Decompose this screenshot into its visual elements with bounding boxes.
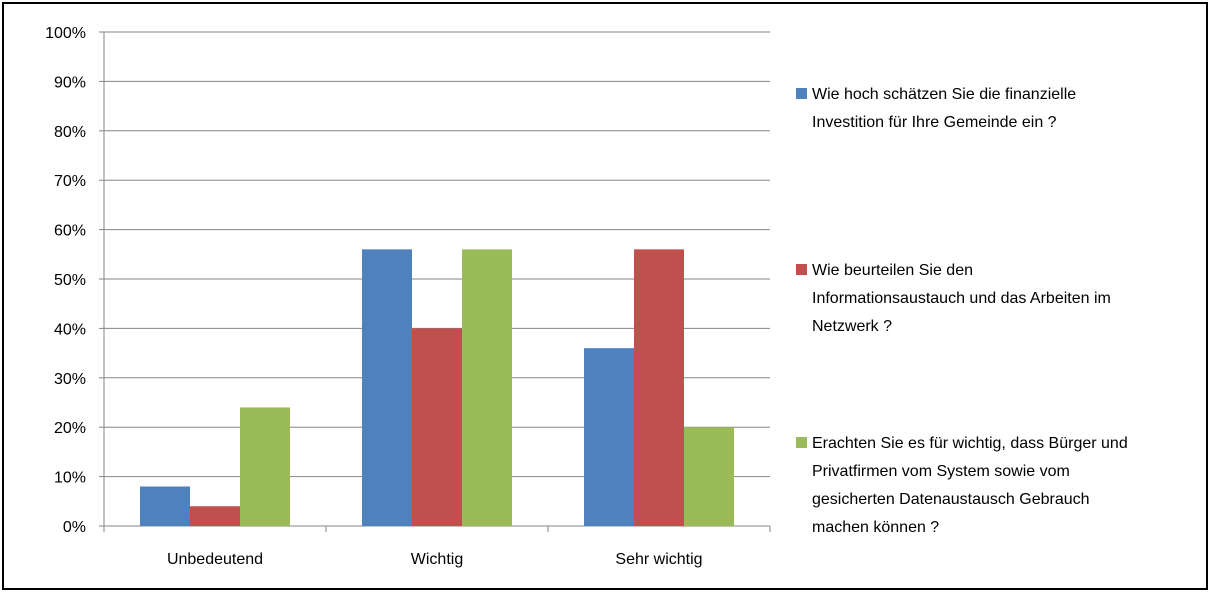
y-tick-label: 10%: [54, 470, 86, 487]
x-category-label: Unbedeutend: [167, 551, 263, 568]
bar: [362, 249, 412, 527]
bar: [240, 407, 290, 526]
bar: [684, 427, 734, 526]
bar: [140, 486, 190, 526]
legend-swatch: [796, 437, 807, 448]
legend-swatch: [796, 264, 807, 275]
y-tick-label: 70%: [54, 173, 86, 190]
axis-labels: 0% 10% 20% 30% 40% 50% 60% 70% 80% 90% 100% Unbedeu…: [45, 25, 703, 568]
legend-label: Erachten Sie es für wichtig, dass Bürger…: [812, 435, 1128, 536]
legend-label: Wie hoch schätzen Sie die finanzielle Inv…: [812, 86, 1076, 131]
legend-swatch: [796, 88, 807, 99]
bar: [412, 328, 462, 526]
y-tick-label: 80%: [54, 124, 86, 141]
x-category-label: Wichtig: [411, 551, 463, 568]
bar: [190, 506, 240, 526]
bars: [140, 249, 734, 527]
legend-label: Wie beurteilen Sie den Informationsaustau…: [812, 262, 1111, 335]
bar: [462, 249, 512, 527]
y-tick-label: 60%: [54, 223, 86, 240]
y-tick-label: 0%: [63, 519, 86, 536]
y-tick-label: 50%: [54, 272, 86, 289]
bar: [584, 348, 634, 526]
bar: [634, 249, 684, 527]
x-category-label: Sehr wichtig: [615, 551, 702, 568]
legend: Wie hoch schätzen Sie die finanzielle Inv…: [796, 86, 1128, 536]
y-tick-label: 40%: [54, 321, 86, 338]
y-tick-label: 100%: [45, 25, 86, 42]
y-tick-label: 90%: [54, 74, 86, 91]
y-tick-label: 20%: [54, 420, 86, 437]
y-tick-label: 30%: [54, 371, 86, 388]
